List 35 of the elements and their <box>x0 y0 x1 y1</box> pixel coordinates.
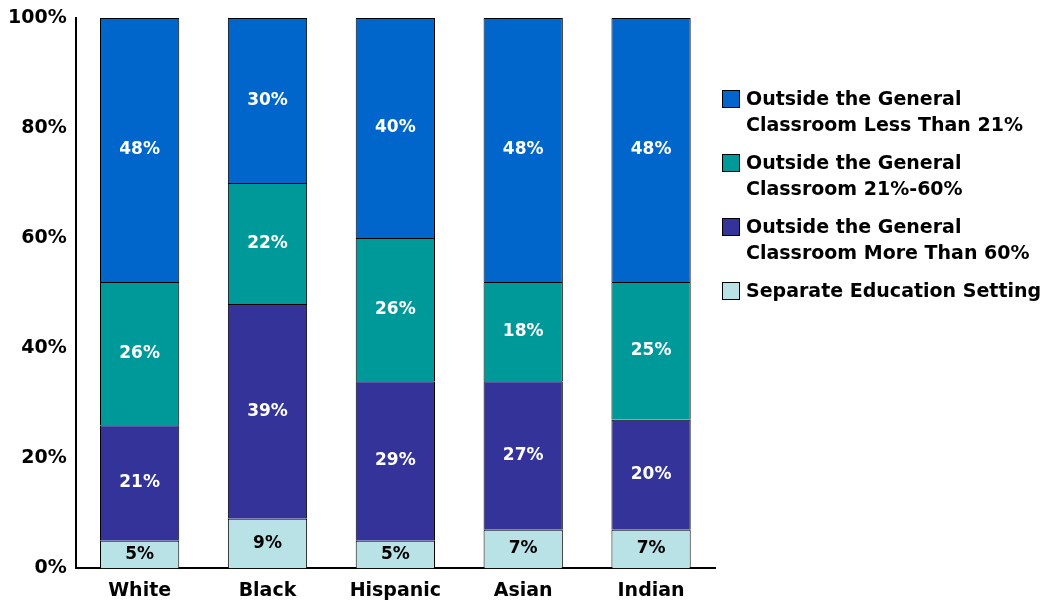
data-label: 29% <box>375 449 416 470</box>
data-label: 27% <box>502 443 544 464</box>
x-tick-label: White <box>108 577 172 600</box>
data-label: 5% <box>380 542 410 563</box>
x-tick-label: Black <box>238 577 297 600</box>
legend-label: Separate Education Setting <box>746 278 1042 303</box>
y-tick-label: 0% <box>34 555 67 578</box>
x-tick-label: Indian <box>617 577 685 600</box>
data-label: 48% <box>630 138 672 159</box>
y-tick-label: 20% <box>21 445 67 468</box>
legend-label: Outside the General Classroom Less Than 21% <box>746 86 1024 137</box>
data-label: 7% <box>636 537 666 558</box>
data-label: 48% <box>502 138 544 159</box>
y-tick-label: 100% <box>7 4 67 27</box>
legend-label: Outside the General Classroom 21%-60% <box>746 150 964 201</box>
y-tick-label: 60% <box>21 225 67 248</box>
data-label: 25% <box>630 339 672 360</box>
data-label: 22% <box>247 232 288 252</box>
data-label: 48% <box>119 138 160 159</box>
data-label: 26% <box>119 342 160 363</box>
data-label: 18% <box>502 320 544 341</box>
x-tick-label: Asian <box>493 577 553 600</box>
data-label: 30% <box>247 88 288 109</box>
data-label: 5% <box>125 542 155 563</box>
data-label: 9% <box>253 531 282 552</box>
legend-label: Outside the General Classroom More Than 60% <box>746 214 1031 265</box>
data-label: 39% <box>247 399 288 420</box>
data-label: 7% <box>508 537 538 558</box>
data-label: 26% <box>375 298 416 319</box>
x-tick-label: Hispanic <box>349 577 442 600</box>
y-tick-label: 80% <box>21 114 67 137</box>
y-tick-label: 40% <box>21 335 67 358</box>
data-label: 20% <box>630 463 672 484</box>
data-label: 21% <box>119 471 160 492</box>
data-label: 40% <box>375 116 416 137</box>
